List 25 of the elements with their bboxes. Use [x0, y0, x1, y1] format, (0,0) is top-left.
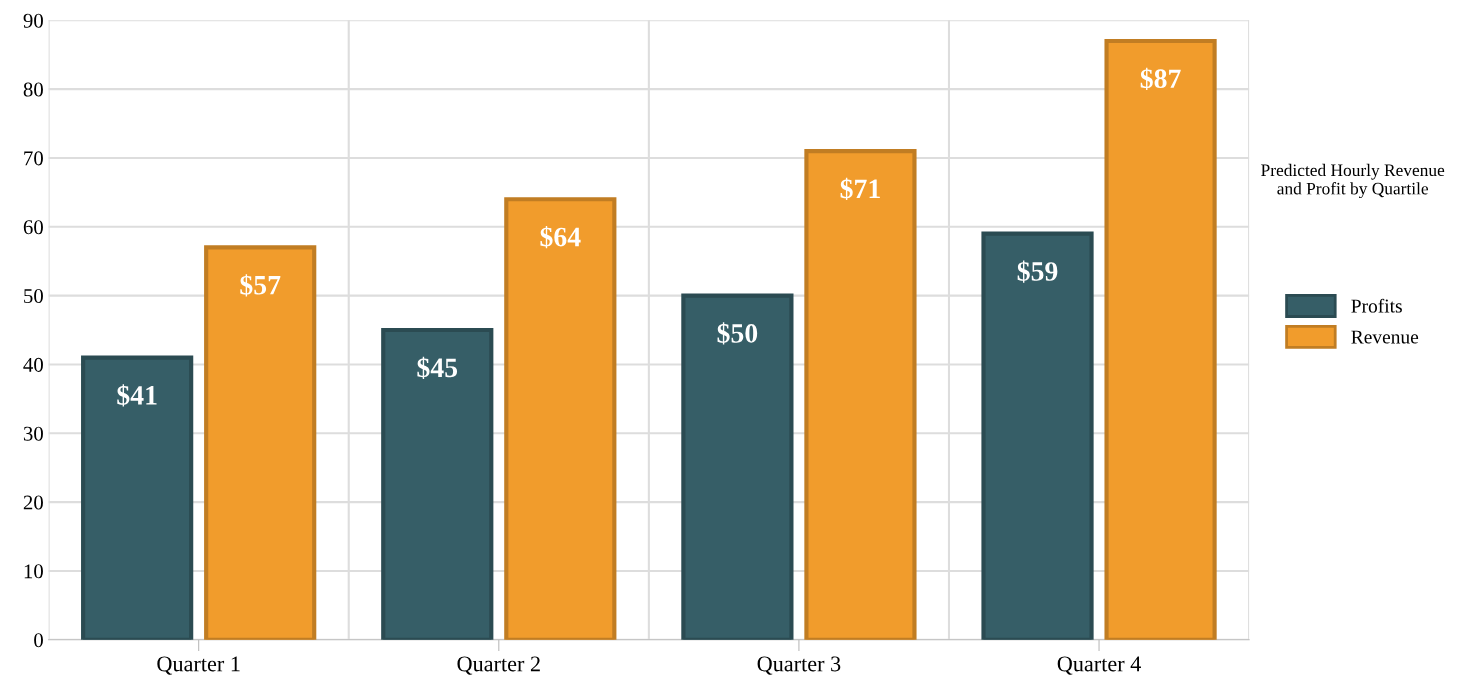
x-tick-label: Quarter 2: [457, 656, 540, 675]
x-tick-label: Quarter 3: [757, 656, 841, 675]
data-label: $64: [540, 226, 581, 249]
data-label: $87: [1140, 67, 1181, 90]
data-label: $57: [240, 274, 281, 297]
data-label: $59: [1017, 260, 1058, 283]
y-tick-label: 50: [24, 289, 43, 304]
y-tick-label: 90: [23, 13, 43, 28]
x-tick-label: Quarter 1: [157, 656, 240, 675]
y-tick-label: 10: [24, 564, 43, 579]
y-tick-label: 60: [23, 220, 43, 235]
legend-label: Profits: [1351, 298, 1402, 313]
data-label: $41: [117, 384, 157, 407]
y-tick-label: 20: [23, 495, 43, 510]
data-label: $71: [840, 177, 880, 201]
legend-label: Revenue: [1351, 330, 1419, 344]
data-label: $50: [717, 322, 758, 345]
data-label: $45: [417, 356, 458, 380]
x-tick-label: Quarter 4: [1057, 656, 1141, 675]
y-tick-label: 30: [23, 426, 43, 441]
y-tick-label: 40: [23, 357, 43, 372]
y-tick-label: 80: [23, 82, 43, 97]
y-tick-label: 70: [24, 151, 43, 166]
legend-title: Predicted Hourly Revenue and Profit by Quartile: [1261, 163, 1445, 199]
y-tick-label: 0: [34, 633, 43, 648]
